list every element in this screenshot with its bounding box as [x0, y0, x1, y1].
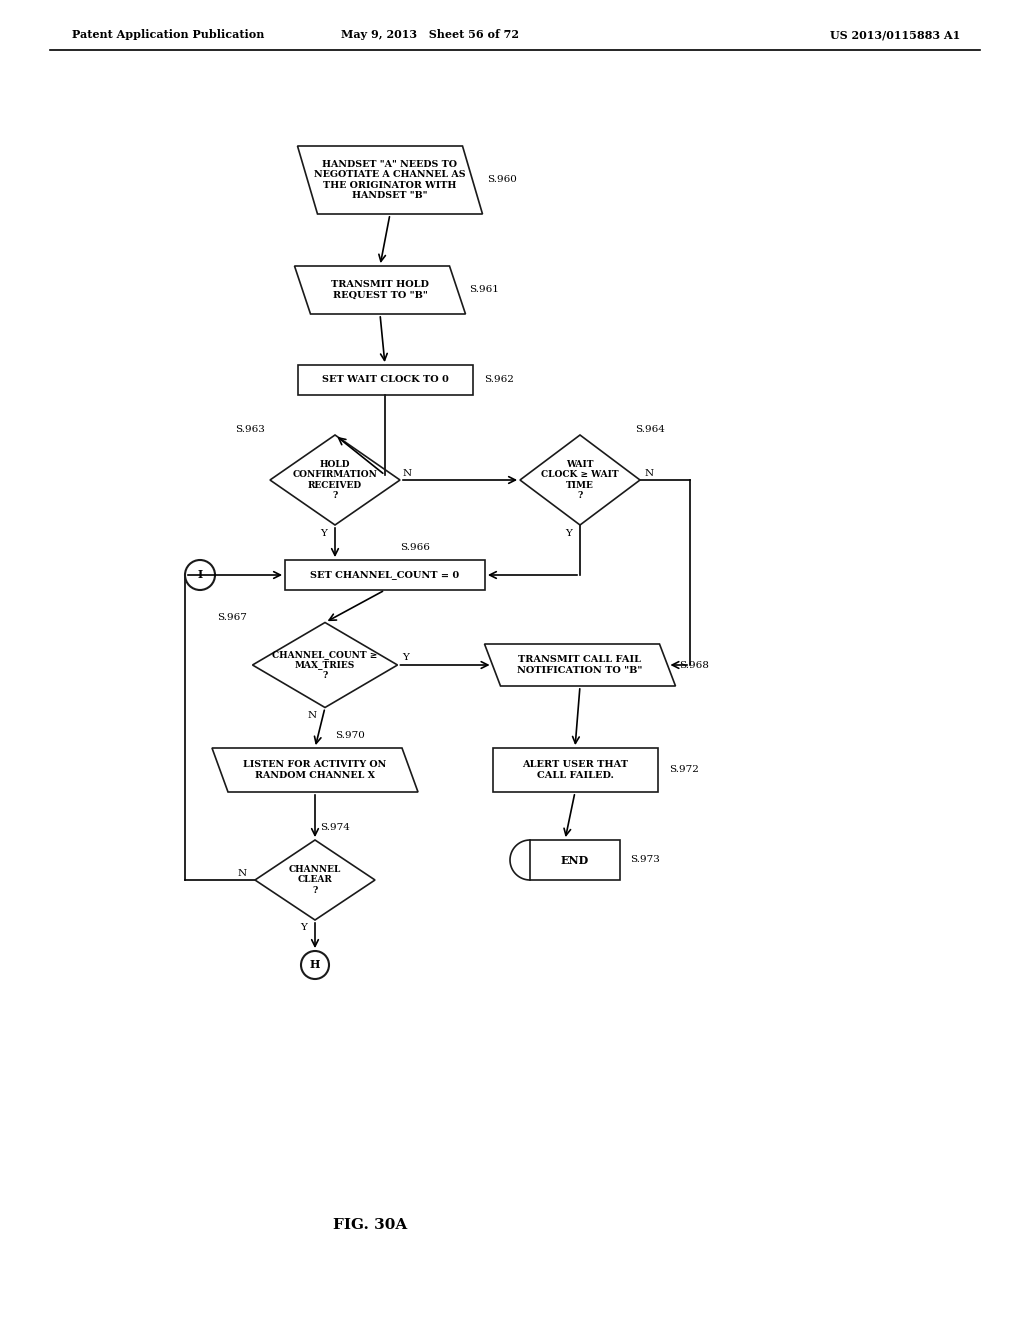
Text: N: N	[403, 470, 412, 479]
Bar	[530, 840, 620, 880]
Text: Y: Y	[321, 528, 327, 537]
Text: SET CHANNEL_COUNT = 0: SET CHANNEL_COUNT = 0	[310, 570, 460, 579]
Text: S.966: S.966	[400, 544, 430, 553]
Text: S.972: S.972	[670, 766, 699, 775]
Text: LISTEN FOR ACTIVITY ON
RANDOM CHANNEL X: LISTEN FOR ACTIVITY ON RANDOM CHANNEL X	[244, 760, 387, 780]
Text: S.963: S.963	[236, 425, 265, 434]
Text: TRANSMIT CALL FAIL
NOTIFICATION TO "B": TRANSMIT CALL FAIL NOTIFICATION TO "B"	[517, 655, 643, 675]
Text: I: I	[198, 569, 203, 581]
Text: S.961: S.961	[469, 285, 500, 294]
Bar	[285, 560, 485, 590]
Text: S.968: S.968	[680, 660, 710, 669]
Text: HANDSET "A" NEEDS TO
NEGOTIATE A CHANNEL AS
THE ORIGINATOR WITH
HANDSET "B": HANDSET "A" NEEDS TO NEGOTIATE A CHANNEL…	[314, 160, 466, 201]
Text: Y: Y	[300, 924, 307, 932]
Text: Patent Application Publication: Patent Application Publication	[72, 29, 264, 41]
Text: S.974: S.974	[319, 824, 350, 833]
Text: ALERT USER THAT
CALL FAILED.: ALERT USER THAT CALL FAILED.	[522, 760, 628, 780]
Text: H: H	[310, 960, 321, 970]
Text: FIG. 30A: FIG. 30A	[333, 1218, 408, 1232]
Text: SET WAIT CLOCK TO 0: SET WAIT CLOCK TO 0	[322, 375, 449, 384]
Text: US 2013/0115883 A1: US 2013/0115883 A1	[829, 29, 961, 41]
Bar	[493, 748, 657, 792]
Text: N: N	[308, 711, 317, 719]
Text: S.970: S.970	[335, 731, 365, 741]
Text: S.962: S.962	[484, 375, 514, 384]
Bar	[298, 366, 472, 395]
Text: S.960: S.960	[487, 176, 517, 185]
Text: May 9, 2013   Sheet 56 of 72: May 9, 2013 Sheet 56 of 72	[341, 29, 519, 41]
Text: TRANSMIT HOLD
REQUEST TO "B": TRANSMIT HOLD REQUEST TO "B"	[331, 280, 429, 300]
Text: N: N	[645, 470, 654, 479]
Text: WAIT
CLOCK ≥ WAIT
TIME
?: WAIT CLOCK ≥ WAIT TIME ?	[542, 459, 618, 500]
Text: S.964: S.964	[635, 425, 665, 434]
Text: N: N	[238, 870, 247, 879]
Text: END: END	[561, 854, 589, 866]
Text: HOLD
CONFIRMATION
RECEIVED
?: HOLD CONFIRMATION RECEIVED ?	[293, 459, 378, 500]
Text: S.967: S.967	[218, 612, 248, 622]
Text: Y: Y	[565, 528, 572, 537]
Text: Y: Y	[402, 653, 410, 663]
Text: CHANNEL_COUNT ≥
MAX_TRIES
?: CHANNEL_COUNT ≥ MAX_TRIES ?	[272, 651, 378, 680]
Text: S.973: S.973	[630, 855, 659, 865]
Text: CHANNEL
CLEAR
?: CHANNEL CLEAR ?	[289, 865, 341, 895]
